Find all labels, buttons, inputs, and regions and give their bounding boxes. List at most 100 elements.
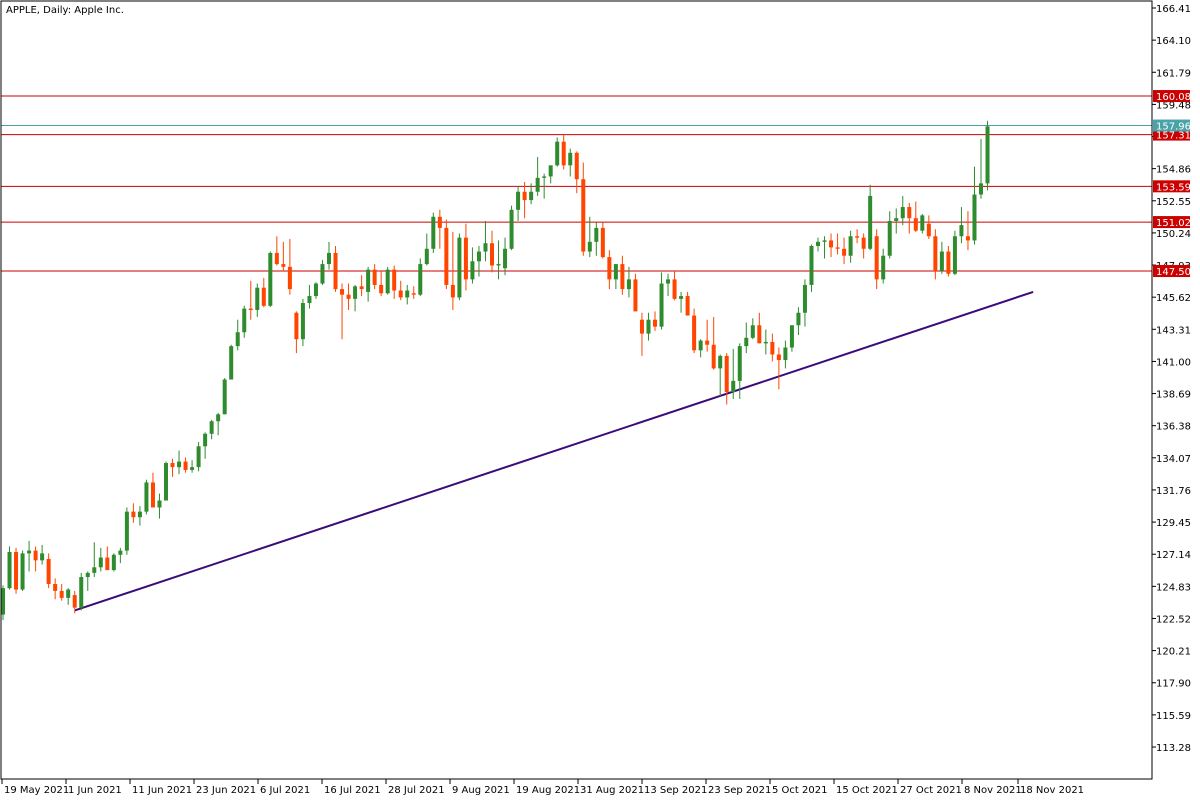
candle-body xyxy=(424,248,429,265)
candle-body xyxy=(66,589,71,598)
candle-body xyxy=(85,572,90,578)
candle-body xyxy=(313,283,318,297)
candle-body xyxy=(561,141,566,166)
candle xyxy=(320,259,325,285)
candle xyxy=(190,460,195,473)
candle xyxy=(274,236,279,266)
candle-body xyxy=(835,247,840,249)
candle xyxy=(646,312,651,341)
candle xyxy=(496,240,501,280)
candle-body xyxy=(718,355,723,369)
candle xyxy=(548,165,553,184)
candle-body xyxy=(333,252,338,290)
candle xyxy=(561,134,566,170)
candle xyxy=(770,333,775,362)
candle xyxy=(209,419,214,440)
candle xyxy=(874,229,879,290)
candle xyxy=(685,291,690,316)
candle xyxy=(418,258,423,297)
candle xyxy=(261,277,266,308)
candle xyxy=(424,233,429,266)
candle xyxy=(405,284,410,305)
candle xyxy=(737,343,742,399)
candle xyxy=(959,207,964,244)
candle xyxy=(979,138,983,199)
candle xyxy=(503,237,508,276)
level-box-bg xyxy=(1153,180,1190,193)
candle xyxy=(72,590,77,614)
candle-body xyxy=(7,551,12,589)
candle-body xyxy=(763,341,768,344)
candle xyxy=(20,550,25,591)
y-tick-label: 150.24 xyxy=(1156,229,1191,240)
candle-body xyxy=(920,215,925,231)
candle-body xyxy=(933,236,938,272)
candle-body xyxy=(868,195,873,249)
candle xyxy=(353,284,358,312)
candle-body xyxy=(307,296,312,304)
level-box-bg xyxy=(1153,265,1190,278)
y-tick-label: 131.76 xyxy=(1156,486,1191,497)
candle-body xyxy=(770,341,775,355)
candle-body xyxy=(959,225,964,237)
candle-body xyxy=(418,264,423,295)
candle-body xyxy=(248,308,253,310)
level-box-label: 153.59 xyxy=(1156,182,1191,193)
candle-body xyxy=(626,279,631,290)
candle-body xyxy=(476,251,481,262)
x-tick-label: 5 Oct 2021 xyxy=(772,785,827,796)
candle xyxy=(411,286,416,299)
candle-body xyxy=(268,252,273,306)
candle-body xyxy=(229,346,234,380)
candle-body xyxy=(14,551,19,590)
level-box: 147.50 xyxy=(1153,265,1191,278)
trendline xyxy=(74,290,1034,612)
candle xyxy=(53,578,58,600)
candle-body xyxy=(124,511,129,551)
chart-title: APPLE, Daily: Apple Inc. xyxy=(6,5,124,16)
candle xyxy=(900,195,905,226)
candle xyxy=(926,215,931,240)
y-tick-label: 166.41 xyxy=(1156,4,1191,15)
candle-body xyxy=(855,236,860,238)
candle-body xyxy=(209,421,214,434)
candle xyxy=(98,547,103,572)
candle xyxy=(920,213,925,234)
y-tick-label: 120.21 xyxy=(1156,647,1191,658)
candle-body xyxy=(27,550,32,554)
candle-body xyxy=(111,554,116,571)
candle xyxy=(268,251,273,308)
candle xyxy=(46,553,51,589)
candle xyxy=(235,319,240,351)
candle xyxy=(789,325,794,352)
candle-body xyxy=(946,251,951,274)
y-tick-label: 161.79 xyxy=(1156,68,1191,79)
candle-body xyxy=(463,237,468,280)
candle xyxy=(783,340,788,369)
candle xyxy=(946,245,951,277)
candle-body xyxy=(353,286,358,299)
candle-body xyxy=(542,176,547,178)
candle xyxy=(457,233,462,301)
candle-body xyxy=(444,227,449,285)
candle xyxy=(659,272,664,330)
candle-body xyxy=(470,261,475,280)
candle-body xyxy=(894,218,899,221)
level-box: 151.02 xyxy=(1153,216,1191,229)
candle xyxy=(672,271,677,301)
x-tick-label: 13 Sep 2021 xyxy=(644,785,707,796)
candle-body xyxy=(177,461,182,468)
candle-body xyxy=(164,462,168,501)
candle xyxy=(939,241,944,274)
candle-body xyxy=(711,344,716,369)
y-tick-label: 164.10 xyxy=(1156,36,1191,47)
candle xyxy=(33,546,38,572)
candle xyxy=(796,307,801,336)
y-tick-label: 141.00 xyxy=(1156,357,1191,368)
candle-body xyxy=(731,380,736,393)
candle xyxy=(483,220,488,262)
x-tick-label: 27 Oct 2021 xyxy=(900,785,962,796)
y-tick-label: 127.14 xyxy=(1156,550,1191,561)
candle-body xyxy=(118,550,123,555)
